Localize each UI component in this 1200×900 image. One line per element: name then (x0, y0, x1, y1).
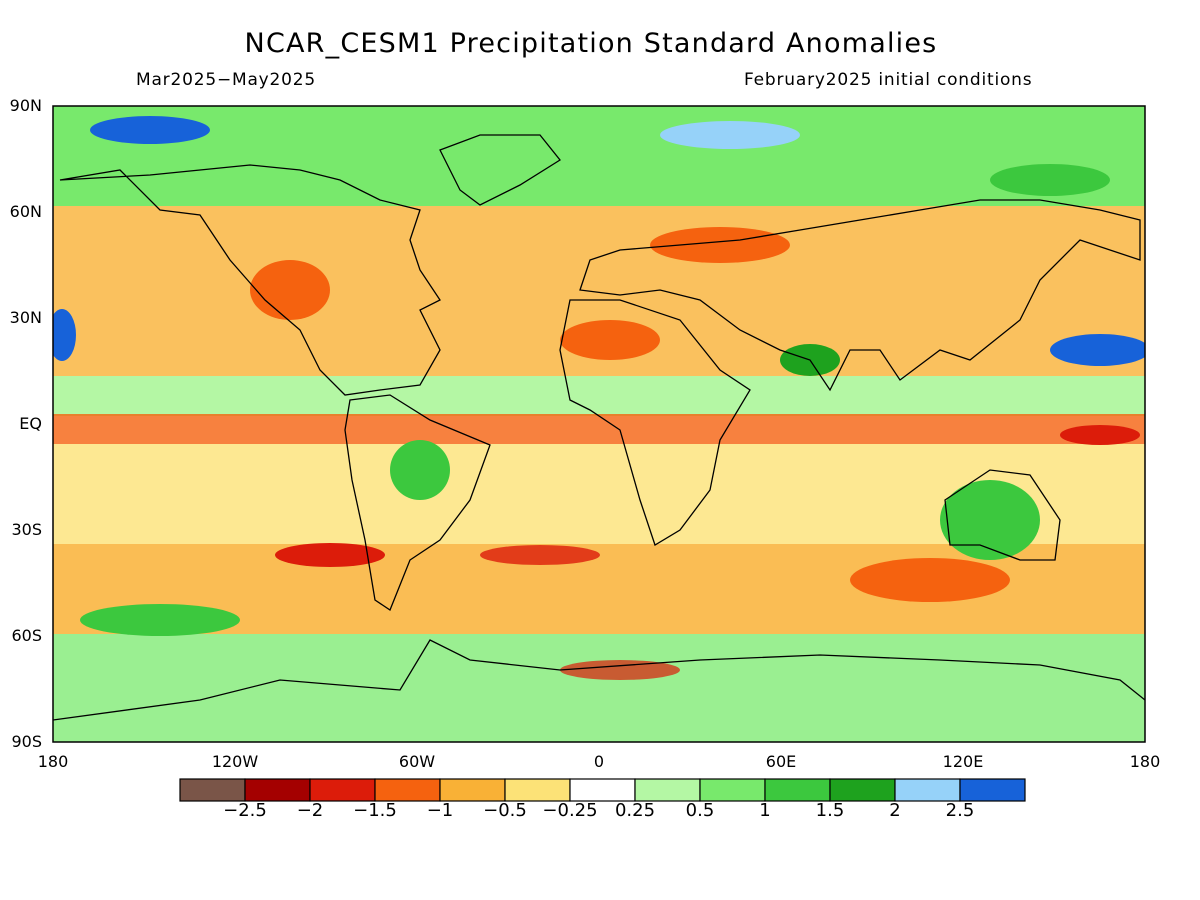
legend-swatch (959, 778, 1026, 802)
legend-swatch (179, 778, 246, 802)
lat-label-60n: 60N (9, 202, 42, 221)
initial-conditions-label: February2025 initial conditions (744, 70, 1033, 90)
legend-label: −0.5 (483, 800, 527, 821)
lat-label-60s: 60S (11, 626, 42, 645)
legend-label: 0.25 (614, 800, 656, 821)
legend-label: 2.5 (945, 800, 975, 821)
lon-label-180w: 180 (37, 752, 69, 771)
legend-label: 2 (889, 800, 901, 821)
lat-label-30s: 30S (11, 520, 42, 539)
lon-label-120e: 120E (942, 752, 984, 771)
legend-label: −1 (426, 800, 454, 821)
legend-label: −1.5 (353, 800, 397, 821)
legend-swatch (634, 778, 701, 802)
legend-swatch (374, 778, 441, 802)
lat-label-30n: 30N (9, 308, 42, 327)
coastlines (53, 134, 1145, 721)
legend-label: 1 (759, 800, 771, 821)
map-title: NCAR_CESM1 Precipitation Standard Anomal… (244, 28, 938, 59)
anomaly-blobs (53, 116, 1145, 680)
map-frame (52, 105, 1146, 743)
forecast-period: Mar2025−May2025 (136, 70, 316, 90)
legend-swatch (894, 778, 961, 802)
legend-swatch (699, 778, 766, 802)
color-legend (179, 778, 1026, 802)
lon-label-60w: 60W (398, 752, 436, 771)
legend-label: −2.5 (223, 800, 267, 821)
lat-label-90s: 90S (11, 732, 42, 751)
legend-label: −0.25 (542, 800, 598, 821)
legend-swatch (829, 778, 896, 802)
lon-label-120w: 120W (211, 752, 259, 771)
legend-swatch (764, 778, 831, 802)
legend-swatch (569, 778, 636, 802)
legend-label: 0.5 (685, 800, 715, 821)
legend-swatch (309, 778, 376, 802)
legend-swatch (244, 778, 311, 802)
lon-label-60e: 60E (765, 752, 797, 771)
lon-label-0: 0 (593, 752, 605, 771)
legend-label: 1.5 (815, 800, 845, 821)
lat-label-90n: 90N (9, 96, 42, 115)
legend-swatch (504, 778, 571, 802)
anomaly-field (53, 106, 1145, 742)
lat-label-eq: EQ (19, 414, 42, 433)
legend-swatch (439, 778, 506, 802)
legend-label: −2 (296, 800, 324, 821)
lon-label-180e: 180 (1129, 752, 1161, 771)
